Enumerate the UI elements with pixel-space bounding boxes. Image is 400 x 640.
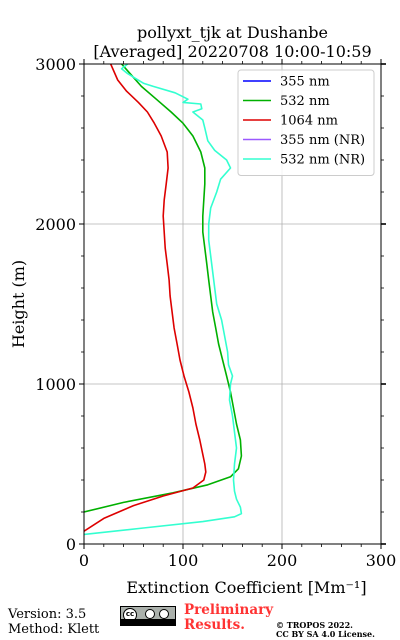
y-tick-label-2: 2000 xyxy=(35,215,76,234)
legend-label-4: 532 nm (NR) xyxy=(280,153,365,168)
legend-label-2: 1064 nm xyxy=(280,114,338,129)
version-text: Version: 3.5 xyxy=(8,607,87,622)
copyright-text: © TROPOS 2022. xyxy=(276,620,353,630)
chart-title-line-2: [Averaged] 20220708 10:00-10:59 xyxy=(93,42,372,61)
series-line-1 xyxy=(84,64,243,513)
attribution-icon xyxy=(145,609,155,619)
series-line-2 xyxy=(84,64,207,532)
method-text: Method: Klett xyxy=(8,622,100,637)
x-tick-label-1: 100 xyxy=(168,551,199,570)
legend: 355 nm 532 nm 1064 nm 355 nm (NR) 532 nm (NR… xyxy=(237,69,375,176)
legend-label-1: 532 nm xyxy=(280,94,330,109)
license-text: CC BY SA 4.0 License. xyxy=(276,629,375,639)
cc-license-badge[interactable]: cc xyxy=(120,606,176,626)
results-label: Results. xyxy=(184,617,245,633)
y-tick-label-3: 3000 xyxy=(35,55,76,74)
chart-title-line-1: pollyxt_tjk at Dushanbe xyxy=(136,23,329,42)
x-axis-label: Extinction Coefficient [Mm⁻¹] xyxy=(126,578,366,597)
y-tick-label-0: 0 xyxy=(66,535,76,554)
badge-strip xyxy=(121,619,175,625)
share-alike-icon xyxy=(159,609,169,619)
x-tick-label-0: 0 xyxy=(79,551,89,570)
x-tick-label-2: 200 xyxy=(267,551,298,570)
x-tick-label-3: 300 xyxy=(366,551,397,570)
y-tick-label-1: 1000 xyxy=(35,375,76,394)
legend-label-3: 355 nm (NR) xyxy=(280,133,365,148)
preliminary-label: Preliminary xyxy=(184,602,274,618)
series-line-4 xyxy=(84,64,243,536)
plot-frame xyxy=(83,63,382,545)
legend-box xyxy=(237,69,375,176)
legend-label-0: 355 nm xyxy=(280,75,330,90)
y-axis-label: Height (m) xyxy=(9,260,28,348)
